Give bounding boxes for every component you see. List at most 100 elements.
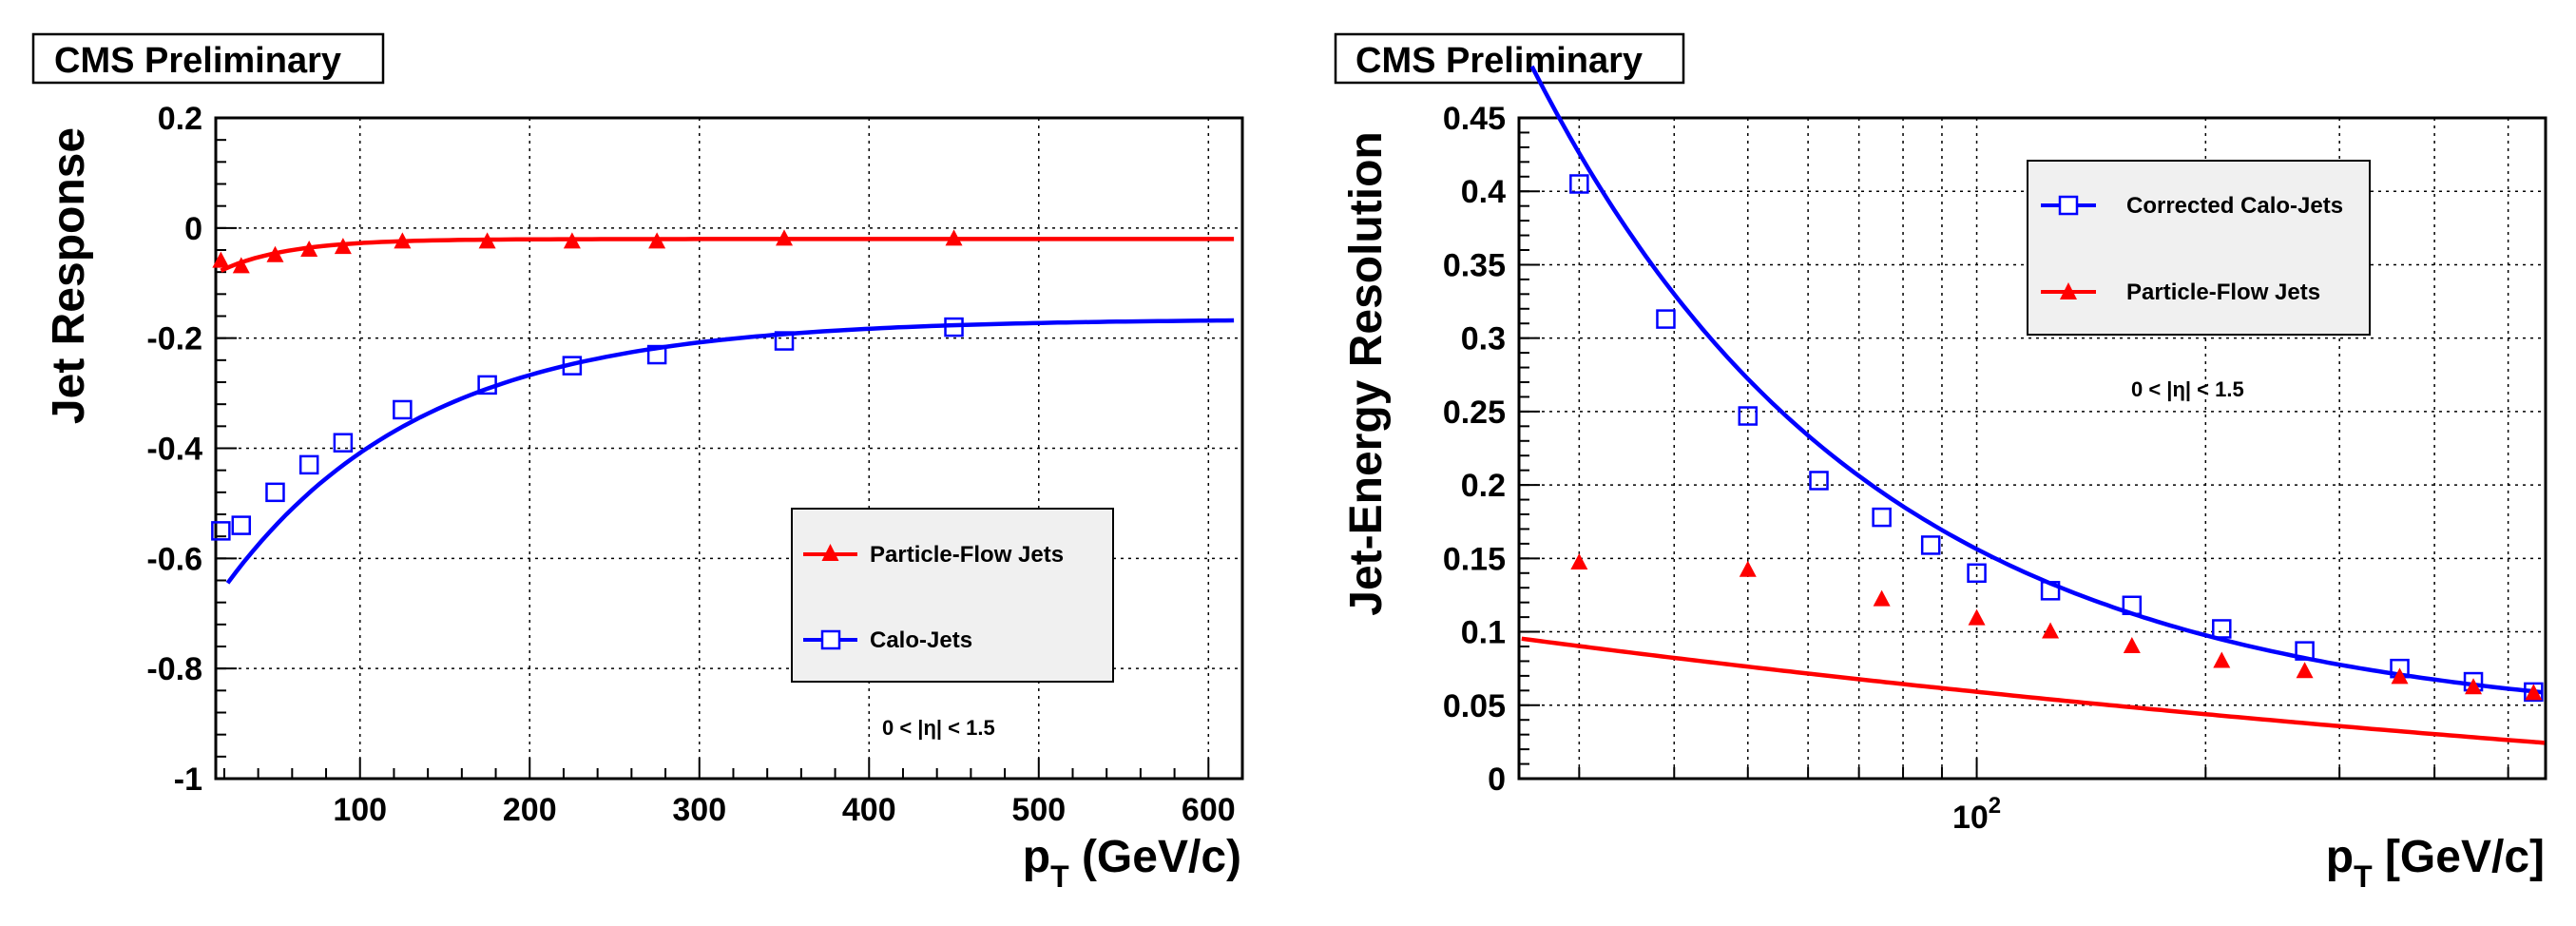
- left-pf-point: [212, 251, 230, 268]
- right-curves: [1521, 65, 2545, 745]
- left-legend-calo-label: Calo-Jets: [870, 627, 972, 653]
- right-tick-labels: 102 0.45 0.4 0.35 0.3 0.25 0.2 0.15 0.1 0.05 0: [1443, 101, 2001, 836]
- right-calo-point: [2040, 581, 2061, 601]
- left-pf-point: [300, 241, 318, 257]
- right-pf-point: [2465, 678, 2483, 695]
- right-y-tick-label: 0.45: [1443, 101, 1506, 137]
- right-calo-point: [2295, 641, 2315, 661]
- right-y-tick-label: 0.05: [1443, 688, 1506, 724]
- right-x-axis-title-sub: T: [2354, 859, 2373, 894]
- right-calo-point: [1920, 535, 1941, 555]
- right-y-tick-label: 0.3: [1461, 321, 1506, 357]
- left-x-axis-title-unit: (GeV/c): [1069, 832, 1241, 882]
- right-calo-point: [1872, 507, 1892, 528]
- right-legend: Corrected Calo-Jets Particle-Flow Jets: [2027, 160, 2371, 336]
- right-x-axis-title-unit: [GeV/c]: [2373, 832, 2545, 882]
- right-calo-fit-curve: [1529, 65, 2544, 695]
- right-calo-point: [1656, 309, 1676, 329]
- left-curves: [220, 237, 1235, 585]
- left-banner-box: [31, 32, 385, 85]
- right-pf-point: [2525, 684, 2543, 701]
- right-pf-point: [2391, 667, 2409, 685]
- right-pf-fit-curve: [1521, 636, 2545, 745]
- right-pf-point: [2213, 651, 2231, 668]
- left-x-tick-label: 300: [672, 792, 726, 828]
- left-calo-point: [211, 521, 231, 541]
- right-pf-point: [2042, 622, 2060, 639]
- right-points: [1569, 174, 2544, 703]
- right-y-tick-label: 0.25: [1443, 395, 1506, 431]
- right-y-tick-label: 0.35: [1443, 247, 1506, 283]
- right-calo-point: [2212, 619, 2232, 639]
- left-calo-point: [298, 454, 319, 475]
- right-legend-pf-label: Particle-Flow Jets: [2126, 280, 2320, 305]
- right-calo-point: [2524, 682, 2544, 703]
- right-legend-pf-marker: [2060, 282, 2077, 299]
- left-legend-pf-label: Particle-Flow Jets: [870, 542, 1064, 568]
- right-legend-calo-marker: [2058, 195, 2079, 216]
- right-calo-point: [1967, 563, 1987, 584]
- left-calo-point: [562, 356, 583, 376]
- left-tick-labels: 100 200 300 400 500 600 0.2 0 -0.2 -0.4 -0.6 -0.8 -1: [146, 101, 1235, 828]
- right-x-axis-title-p: p: [2326, 832, 2354, 882]
- right-y-tick-label: 0.1: [1461, 615, 1506, 651]
- right-plot-frame: [1517, 116, 2547, 781]
- right-panel: CMS Preliminary 102 0.45 0.4 0.35 0.3 0.25 0.2…: [1334, 32, 2547, 894]
- right-calo-point: [1569, 174, 1589, 194]
- right-y-tick-label: 0: [1488, 762, 1506, 798]
- right-legend-calo-label: Corrected Calo-Jets: [2126, 193, 2343, 219]
- left-calo-point: [646, 344, 667, 365]
- left-x-tick-label: 200: [503, 792, 557, 828]
- left-calo-point: [231, 515, 252, 535]
- right-calo-point: [1809, 471, 1829, 491]
- left-banner-text: CMS Preliminary: [54, 41, 341, 81]
- right-eta-annotation: 0 < |η| < 1.5: [2131, 377, 2244, 401]
- left-pf-point: [478, 232, 496, 249]
- left-pf-point: [394, 232, 412, 249]
- right-x-tick-label-base: 10: [1952, 800, 1989, 836]
- right-y-tick-label: 0.2: [1461, 468, 1506, 504]
- left-y-tick-label: -0.6: [146, 541, 202, 577]
- left-pf-fit-curve: [220, 237, 1235, 273]
- left-x-axis-title-p: p: [1023, 832, 1050, 882]
- left-calo-fit-curve: [225, 318, 1235, 585]
- left-calo-point: [477, 375, 497, 395]
- left-pf-point: [334, 238, 352, 255]
- left-pf-point: [648, 232, 666, 249]
- left-calo-point: [774, 331, 795, 351]
- left-x-tick-label: 500: [1011, 792, 1066, 828]
- left-panel: CMS Preliminary 100 200 300 400 500 600 0.2 0 -0…: [31, 32, 1244, 894]
- left-x-axis-title-sub: T: [1050, 859, 1069, 894]
- left-calo-point: [265, 482, 285, 503]
- left-y-axis-title: Jet Response: [44, 127, 94, 424]
- left-eta-annotation: 0 < |η| < 1.5: [882, 716, 995, 740]
- left-legend-box: [791, 508, 1114, 683]
- left-x-tick-label: 400: [842, 792, 896, 828]
- right-y-tick-label: 0.4: [1461, 174, 1506, 210]
- right-y-tick-label: 0.15: [1443, 541, 1506, 577]
- right-axis-ticks: [1519, 117, 2509, 780]
- left-y-tick-label: 0: [184, 211, 202, 247]
- left-legend-pf-marker: [821, 544, 839, 561]
- right-pf-point: [2123, 637, 2141, 653]
- right-pf-point: [1570, 552, 1588, 569]
- right-y-axis-title: Jet-Energy Resolution: [1341, 131, 1392, 615]
- right-pf-point: [1873, 589, 1891, 607]
- left-pf-point: [232, 257, 250, 274]
- right-pf-point: [1968, 608, 1986, 626]
- left-legend-calo-marker: [820, 629, 841, 650]
- left-pf-point: [563, 232, 581, 249]
- right-legend-box: [2027, 160, 2371, 336]
- left-pf-point: [266, 245, 284, 262]
- left-legend: Particle-Flow Jets Calo-Jets: [791, 508, 1114, 683]
- left-y-tick-label: -1: [174, 762, 202, 798]
- right-pf-point: [2296, 662, 2314, 679]
- left-y-tick-label: -0.4: [146, 432, 202, 468]
- left-y-tick-label: -0.8: [146, 651, 202, 687]
- left-y-tick-label: -0.2: [146, 321, 202, 357]
- right-calo-point: [1738, 406, 1759, 426]
- left-calo-point: [944, 317, 964, 338]
- left-x-tick-label: 100: [333, 792, 387, 828]
- right-calo-point: [2122, 595, 2143, 616]
